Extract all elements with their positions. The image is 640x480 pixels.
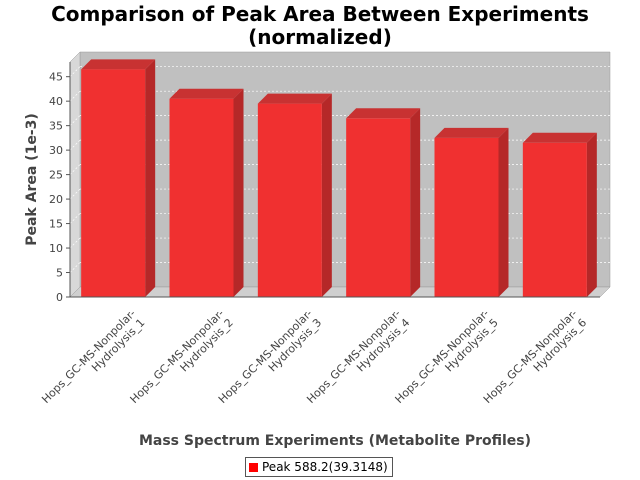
bar-side [233,88,244,297]
y-tick-label: 35 [49,120,63,133]
legend-swatch [249,462,258,472]
bar-top [169,88,244,99]
bar-side [498,127,509,298]
bar [434,137,499,297]
y-tick-label: 30 [49,144,63,157]
bar-side [145,59,156,297]
legend: Peak 588.2(39.3148) [245,457,393,477]
x-axis-label: Mass Spectrum Experiments (Metabolite Pr… [139,433,531,449]
y-tick-label: 5 [56,267,63,280]
y-tick-label: 25 [49,169,63,182]
bar [169,98,234,297]
bar-side [321,93,332,297]
y-axis-label: Peak Area (1e-3) [24,113,40,246]
y-tick-label: 10 [49,242,63,255]
bar-top [257,93,332,104]
y-tick-label: 0 [56,291,63,304]
y-tick-label: 20 [49,193,63,206]
bar-side [586,132,597,297]
legend-label: Peak 588.2(39.3148) [262,460,388,474]
plot-side-wall [69,51,81,298]
bar-side [410,108,421,297]
bar [81,69,146,297]
y-tick-label: 40 [49,95,63,108]
bar-top [346,108,421,119]
y-tick-label: 45 [49,71,63,84]
bar [522,142,587,297]
bar-top [81,59,156,70]
bar [257,103,322,297]
bar [346,118,411,297]
y-tick-label: 15 [49,218,63,231]
x-tick-label-line: Hops_GC-MS-Nonpolar- [39,307,138,406]
chart-title-line: (normalized) [248,25,392,49]
chart-title-line: Comparison of Peak Area Between Experime… [51,2,589,26]
bar-top [434,127,509,138]
bar-top [522,132,597,143]
